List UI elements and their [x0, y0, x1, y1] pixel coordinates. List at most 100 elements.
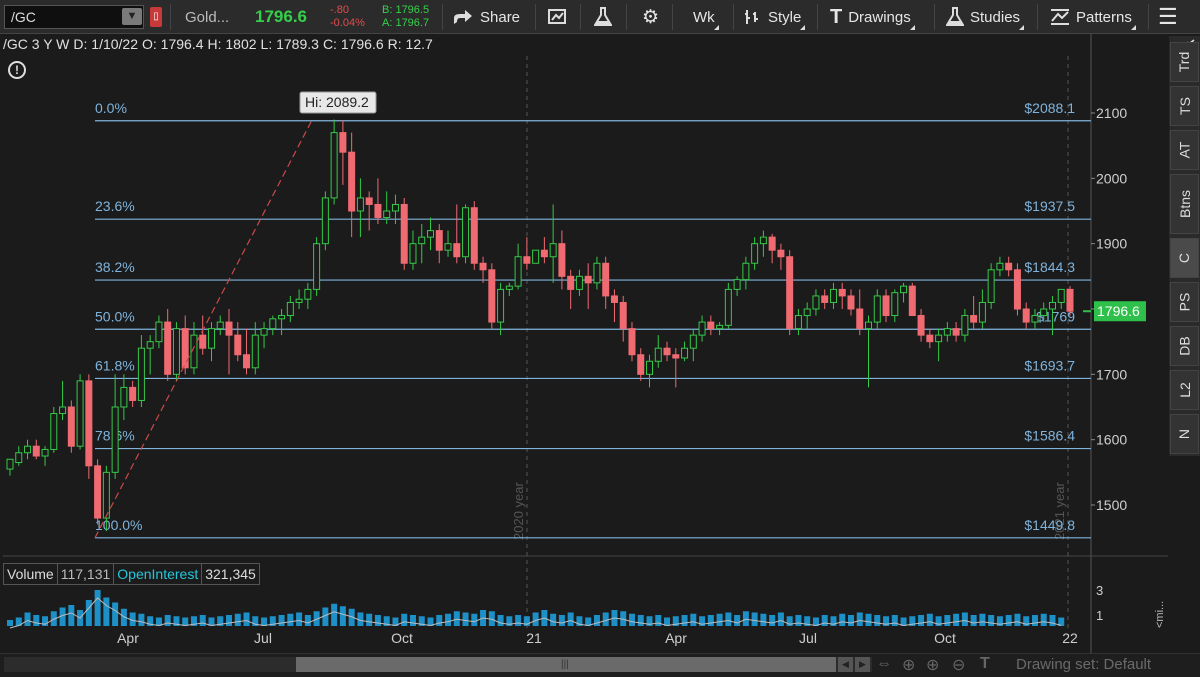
candle-body	[155, 321, 163, 343]
volume-bar	[988, 615, 995, 626]
main-toolbar: /GC ▼ ▯ Gold... 1796.6 -.80 -0.04% B: 17…	[0, 0, 1200, 34]
candle-body	[821, 295, 829, 303]
flask-button[interactable]	[594, 0, 612, 34]
volume-bar	[164, 615, 171, 626]
tab-db[interactable]: DB	[1170, 326, 1199, 366]
tab-n[interactable]: N	[1170, 414, 1199, 454]
candle-body	[15, 452, 23, 464]
candle-body	[733, 279, 741, 290]
candle-body	[129, 386, 137, 401]
alert-tag-icon[interactable]: ▯	[150, 7, 162, 27]
expand-icon[interactable]: ⇔	[876, 655, 892, 672]
right-side-tabs: Trd TS AT Btns C PS DB L2 N	[1169, 36, 1200, 456]
candle-body	[67, 406, 75, 447]
candle-body	[462, 207, 470, 258]
volume-bar	[567, 612, 574, 626]
candle-body	[1031, 315, 1039, 323]
fib-level-percent: 50.0%	[95, 308, 135, 324]
candle-body	[260, 328, 268, 336]
aggregation-button[interactable]: Wk	[693, 0, 719, 34]
crosshair-icon[interactable]: ⊕	[902, 657, 916, 674]
symbol-input[interactable]: /GC	[4, 5, 144, 29]
fibonacci-retracement[interactable]: 0.0% $2088.1 23.6% $1937.5 38.2% $1844.3 50.0%…	[95, 100, 1091, 539]
info-icon[interactable]: !	[8, 61, 26, 79]
volume-bar	[760, 613, 767, 626]
scroll-left-button[interactable]: ◀	[838, 657, 853, 672]
volume-bar	[506, 616, 513, 626]
candle-body	[707, 321, 715, 330]
tab-l2[interactable]: L2	[1170, 370, 1199, 410]
volume-bar	[401, 613, 408, 626]
time-axis-label: Apr	[665, 630, 687, 646]
candle-body	[689, 334, 697, 349]
net-change: -.80 -0.04%	[330, 4, 365, 30]
volume-bar	[42, 616, 49, 626]
symbol-dropdown-button[interactable]: ▼	[122, 8, 142, 25]
tab-btns[interactable]: Btns	[1170, 174, 1199, 234]
scroll-right-button[interactable]: ▶	[855, 657, 870, 672]
chart-settings-button[interactable]	[548, 0, 568, 34]
candle-body	[698, 321, 706, 336]
zoom-out-icon[interactable]: ⊖	[952, 657, 966, 674]
style-button[interactable]: Style	[744, 0, 806, 34]
candle-body	[681, 347, 689, 359]
candle-body	[146, 341, 154, 349]
candle-body	[1013, 269, 1021, 310]
volume-bar	[488, 611, 495, 626]
candle-body	[120, 386, 128, 408]
time-axis[interactable]: Apr Jul Oct 21 Apr Jul Oct 22	[117, 630, 1078, 646]
tab-c[interactable]: C	[1170, 238, 1199, 278]
volume-bar	[296, 612, 303, 626]
candle-body	[234, 334, 242, 356]
volume-bar	[409, 615, 416, 626]
volume-bar	[497, 615, 504, 626]
candle-body	[654, 347, 662, 362]
fib-level-price: $1586.4	[1024, 428, 1075, 444]
candle-body	[286, 301, 294, 317]
menu-button[interactable]: ☰	[1158, 0, 1178, 34]
volume-bar	[226, 615, 233, 626]
text-tool-icon[interactable]: T	[980, 655, 990, 672]
candle-body	[488, 269, 496, 323]
price-chart[interactable]: 2020 year 2021 year 0.0% $2088.1 23.6% $1937…	[0, 0, 1200, 653]
tab-at[interactable]: AT	[1170, 130, 1199, 170]
patterns-button[interactable]: Patterns	[1050, 0, 1136, 34]
settings-button[interactable]: ⚙	[642, 0, 659, 34]
volume-bar	[357, 612, 364, 626]
flask-icon	[594, 7, 612, 26]
divider	[817, 4, 818, 30]
candle-body	[435, 230, 443, 251]
price-axis[interactable]: 15001600170018001900200021001796.6	[1083, 105, 1146, 513]
candle-body	[199, 334, 207, 349]
volume-bar	[699, 616, 706, 626]
tab-ps[interactable]: PS	[1170, 282, 1199, 322]
tab-trd[interactable]: Trd	[1170, 42, 1199, 82]
open-interest-label[interactable]: OpenInterest	[113, 563, 203, 585]
volume-bar	[926, 613, 933, 626]
tab-ts[interactable]: TS	[1170, 86, 1199, 126]
zoom-in-icon[interactable]: ⊕	[926, 657, 940, 674]
volume-bar	[839, 613, 846, 626]
chart-overlays: Hi: 2089.2	[94, 91, 377, 539]
volume-bar	[751, 612, 758, 626]
volume-bar	[664, 617, 671, 626]
drawings-button[interactable]: T Drawings	[830, 0, 915, 34]
candle-body	[243, 354, 251, 369]
volume-bar	[392, 617, 399, 626]
scrollbar-thumb[interactable]: |||	[296, 657, 836, 672]
candle-body	[470, 207, 478, 264]
time-axis-label: Jul	[254, 630, 272, 646]
divider	[733, 4, 734, 30]
volume-label[interactable]: Volume	[3, 563, 58, 585]
volume-bar	[331, 603, 338, 626]
candle-body	[497, 288, 505, 323]
price-tick-label: 1600	[1096, 432, 1127, 448]
volume-bar	[953, 613, 960, 626]
drawing-set-label[interactable]: Drawing set: Default	[1016, 656, 1152, 673]
candle-body	[505, 285, 513, 290]
share-button[interactable]: Share	[452, 0, 520, 34]
collapse-minimize-tab[interactable]: <mi...	[1154, 600, 1166, 628]
candle-body	[794, 315, 802, 330]
volume-bar	[672, 616, 679, 626]
studies-button[interactable]: Studies	[946, 0, 1025, 34]
